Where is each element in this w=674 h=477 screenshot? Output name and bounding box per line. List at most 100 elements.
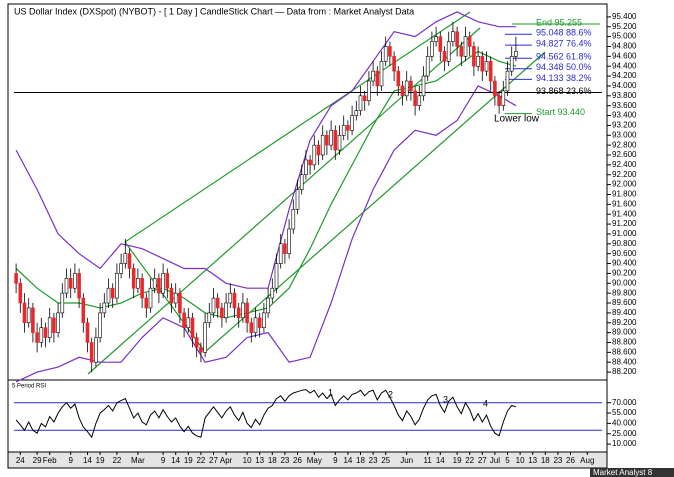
candle-body	[295, 189, 300, 210]
candle-body	[274, 263, 279, 289]
candle-body	[18, 282, 23, 304]
y-tick-label: 91.000	[612, 229, 637, 238]
y-tick-label: 88.400	[612, 357, 637, 366]
candle-body	[157, 278, 161, 294]
y-tick-label: 93.200	[612, 121, 637, 130]
x-tick-label: 5	[505, 456, 510, 465]
candle-body	[325, 134, 329, 146]
candle-body	[320, 134, 325, 156]
y-tick-label: 93.000	[612, 130, 637, 139]
candle-body	[278, 243, 283, 264]
candle-body	[89, 342, 94, 363]
candle-body	[85, 322, 90, 343]
y-tick-label: 93.400	[612, 111, 637, 120]
x-tick-label: 19	[184, 456, 193, 465]
candle-body	[287, 228, 291, 254]
y-tick-label: 92.000	[612, 180, 637, 189]
candle-body	[463, 36, 468, 57]
x-tick-label: May	[307, 456, 322, 465]
candle-body	[400, 85, 405, 97]
y-tick-label: 94.400	[612, 61, 637, 70]
x-tick-label: 9	[68, 456, 73, 465]
candle-body	[451, 31, 455, 42]
candle-body	[73, 273, 77, 289]
candle-body	[396, 70, 401, 87]
candle-body	[417, 95, 422, 106]
candle-body	[131, 268, 136, 289]
candle-body	[497, 95, 501, 106]
y-tick-label: 89.000	[612, 328, 637, 337]
candle-body	[413, 90, 417, 106]
candle-body	[232, 292, 237, 309]
candle-body	[472, 46, 476, 67]
x-tick-label: 13	[255, 456, 264, 465]
candle-body	[346, 125, 350, 131]
candle-body	[56, 312, 60, 333]
candle-body	[383, 46, 388, 62]
y-tick-label: 91.200	[612, 219, 637, 228]
chart-title: US Dollar Index (DXSpot) (NYBOT) - [ 1 D…	[14, 6, 414, 16]
candle-body	[316, 144, 321, 156]
candle-body	[106, 287, 111, 304]
x-tick-label: Aug	[580, 456, 594, 465]
candle-body	[236, 307, 241, 319]
candle-body	[144, 297, 149, 309]
y-tick-label: 94.600	[612, 51, 637, 60]
candle-body	[136, 278, 140, 289]
candle-body	[379, 60, 384, 87]
y-tick-label: 89.200	[612, 318, 637, 327]
candle-body	[178, 292, 182, 314]
y-tick-label: 94.200	[612, 71, 637, 80]
candle-body	[404, 80, 409, 97]
fib-label: 94.827 76.4%	[536, 39, 592, 49]
fib-label: 94.562 61.8%	[536, 52, 592, 62]
x-tick-label: 26	[566, 456, 575, 465]
candle-body	[47, 317, 52, 338]
y-tick-label: 89.400	[612, 308, 637, 317]
y-tick-label: 89.800	[612, 288, 637, 297]
y-tick-label: 95.400	[612, 12, 637, 21]
y-tick-label: 95.200	[612, 22, 637, 31]
candle-body	[77, 273, 81, 299]
x-tick-label: 27	[209, 456, 218, 465]
candle-body	[354, 110, 359, 116]
candle-body	[215, 297, 220, 309]
rsi-annotation: 2	[388, 389, 393, 399]
y-tick-label: 55.000	[612, 408, 637, 417]
fib-label: 95.048 88.6%	[536, 28, 592, 38]
candle-body	[35, 332, 39, 343]
fib-label: 94.133 38.2%	[536, 73, 592, 83]
candle-body	[337, 134, 342, 151]
y-tick-label: 88.200	[612, 367, 637, 376]
candle-body	[467, 36, 472, 47]
y-tick-label: 90.000	[612, 278, 637, 287]
candle-body	[488, 60, 493, 82]
y-tick-label: 70.000	[612, 398, 637, 407]
x-tick-label: 9	[333, 456, 338, 465]
rsi-label: 5 Period RSI	[12, 384, 46, 390]
candle-body	[283, 243, 287, 254]
candle-body	[493, 80, 497, 97]
candle-body	[102, 302, 107, 314]
rsi-annotation: 4	[483, 398, 488, 408]
candle-body	[94, 337, 98, 363]
fib-label: Start 93.440	[536, 107, 585, 117]
x-tick-label: 22	[112, 456, 121, 465]
candle-body	[299, 174, 304, 190]
candle-body	[26, 307, 31, 324]
x-tick-label: 22	[465, 456, 474, 465]
candle-body	[110, 287, 115, 299]
candle-body	[501, 90, 506, 106]
candle-body	[291, 208, 296, 230]
candle-body	[446, 41, 451, 62]
candle-body	[245, 302, 249, 324]
y-tick-label: 95.000	[612, 32, 637, 41]
x-tick-label: 14	[83, 456, 92, 465]
candle-body	[329, 130, 333, 146]
candle-body	[409, 80, 413, 92]
candle-body	[182, 312, 186, 328]
candle-body	[241, 302, 245, 319]
candle-body	[367, 80, 371, 102]
candle-body	[505, 70, 510, 92]
x-tick-label: 9	[161, 456, 166, 465]
